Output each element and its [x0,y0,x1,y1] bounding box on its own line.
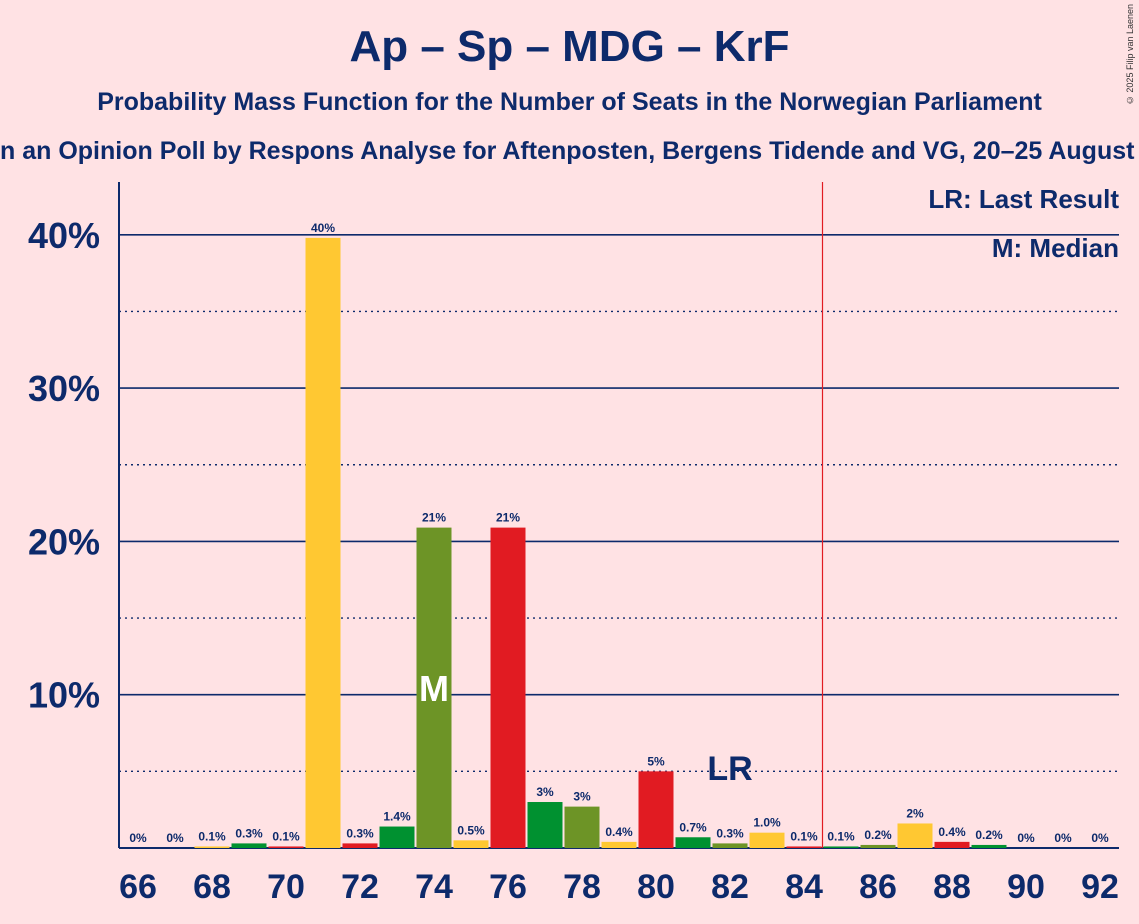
x-tick-label: 74 [415,868,453,906]
bar-seat-76 [490,527,526,848]
bar-value-label: 0.3% [346,826,374,840]
bar-value-label: 2% [906,806,924,820]
bar-value-label: 1.0% [753,816,781,830]
x-tick-label: 90 [1007,868,1045,906]
bar-seat-88 [934,841,970,848]
chart-source-subtitle: n an Opinion Poll by Respons Analyse for… [0,137,1139,165]
bar-value-label: 0.7% [679,820,707,834]
bar-value-label: 0.1% [790,829,818,843]
bar-value-label: 0% [1054,831,1072,845]
x-tick-label: 78 [563,868,601,906]
x-tick-label: 68 [193,868,231,906]
bar-value-label: 0.3% [235,826,263,840]
legend-last-result: LR: Last Result [928,184,1119,214]
bar-value-label: 0% [1017,831,1035,845]
bar-seat-80 [638,771,674,848]
bar-value-label: 5% [647,754,665,768]
chart-subtitle: Probability Mass Function for the Number… [97,88,1042,116]
y-tick-label: 30% [28,368,100,409]
bar-seat-87 [897,823,933,848]
x-tick-label: 80 [637,868,675,906]
y-tick-label: 40% [28,215,100,256]
bar-value-label: 0.1% [198,829,226,843]
bar-seat-84 [786,846,822,848]
x-tick-label: 84 [785,868,823,906]
x-tick-label: 86 [859,868,897,906]
y-tick-label: 10% [28,675,100,716]
bar-value-label: 3% [573,790,591,804]
bar-value-label: 1.4% [383,810,411,824]
bar-seat-86 [860,844,896,848]
bar-value-label: 40% [311,221,335,235]
chart-title: Ap – Sp – MDG – KrF [349,22,790,71]
legend-median: M: Median [991,233,1119,263]
bar-value-label: 0.4% [938,825,966,839]
bar-seat-74 [416,527,452,848]
bar-value-label: 0.5% [457,823,485,837]
bar-seat-75 [453,840,489,848]
x-tick-label: 72 [341,868,379,906]
bar-seat-73 [379,826,415,848]
x-tick-label: 66 [119,868,157,906]
x-tick-label: 92 [1081,868,1119,906]
bar-seat-72 [342,843,378,848]
x-tick-label: 88 [933,868,971,906]
last-result-marker: LR [707,750,752,788]
y-tick-label: 20% [28,521,100,562]
bar-seat-70 [268,846,304,848]
bar-value-label: 21% [496,511,520,525]
bar-value-label: 0.1% [827,829,855,843]
bar-value-label: 0.2% [975,828,1003,842]
bar-seat-68 [194,846,230,848]
bar-value-label: 0.1% [272,829,300,843]
bar-value-label: 3% [536,785,554,799]
bar-value-label: 0.2% [864,828,892,842]
bar-seat-78 [564,806,600,848]
x-tick-label: 82 [711,868,749,906]
bar-value-label: 21% [422,511,446,525]
bar-seat-82 [712,843,748,848]
bar-seat-89 [971,844,1007,848]
bar-seat-69 [231,843,267,848]
bar-seat-85 [823,846,859,848]
bar-value-label: 0.3% [716,826,744,840]
median-marker: M [419,668,449,709]
x-tick-label: 70 [267,868,305,906]
bar-value-label: 0% [166,831,184,845]
bar-seat-71 [305,237,341,849]
bar-seat-83 [749,832,785,848]
bar-value-label: 0% [129,831,147,845]
bar-value-label: 0.4% [605,825,633,839]
bar-value-label: 0% [1091,831,1109,845]
x-tick-label: 76 [489,868,527,906]
bar-seat-79 [601,841,637,848]
bar-seat-77 [527,802,563,848]
bar-seat-81 [675,837,711,848]
